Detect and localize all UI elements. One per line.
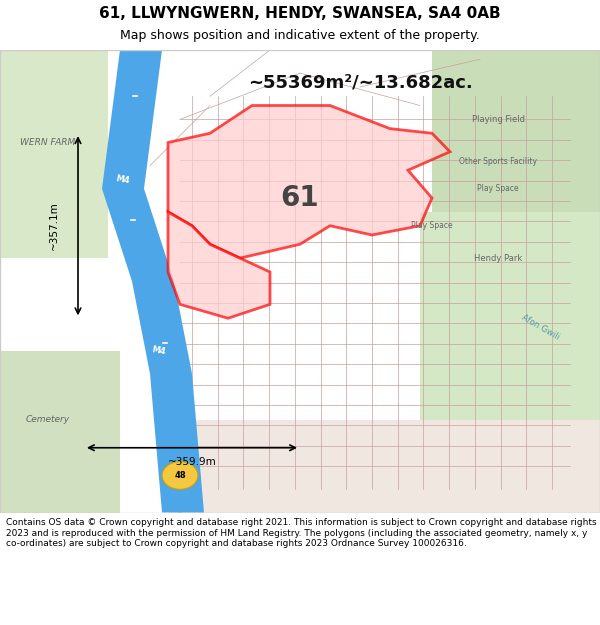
Text: M4: M4 bbox=[115, 174, 131, 185]
Polygon shape bbox=[102, 50, 204, 512]
Text: ~359.9m: ~359.9m bbox=[167, 457, 217, 467]
Text: Playing Field: Playing Field bbox=[472, 115, 524, 124]
Polygon shape bbox=[0, 50, 108, 258]
Text: ~55369m²/~13.682ac.: ~55369m²/~13.682ac. bbox=[248, 73, 472, 91]
Polygon shape bbox=[0, 351, 120, 512]
Text: Other Sports Facility: Other Sports Facility bbox=[459, 156, 537, 166]
Polygon shape bbox=[168, 106, 450, 258]
Text: 61: 61 bbox=[281, 184, 319, 212]
Text: WERN FARM: WERN FARM bbox=[20, 138, 76, 147]
Text: Cemetery: Cemetery bbox=[26, 416, 70, 424]
Text: Afon Gwili: Afon Gwili bbox=[520, 313, 560, 342]
Text: Map shows position and indicative extent of the property.: Map shows position and indicative extent… bbox=[120, 29, 480, 42]
Text: 48: 48 bbox=[174, 471, 186, 480]
Text: Contains OS data © Crown copyright and database right 2021. This information is : Contains OS data © Crown copyright and d… bbox=[6, 518, 596, 548]
Polygon shape bbox=[420, 212, 600, 420]
Text: Play Space: Play Space bbox=[477, 184, 519, 193]
Text: 61, LLWYNGWERN, HENDY, SWANSEA, SA4 0AB: 61, LLWYNGWERN, HENDY, SWANSEA, SA4 0AB bbox=[99, 6, 501, 21]
Text: M4: M4 bbox=[151, 345, 167, 356]
Text: Play Space: Play Space bbox=[411, 221, 453, 230]
Text: ~357.1m: ~357.1m bbox=[49, 201, 59, 250]
Circle shape bbox=[162, 462, 198, 489]
Polygon shape bbox=[168, 212, 270, 318]
Text: Hendy Park: Hendy Park bbox=[474, 254, 522, 262]
Polygon shape bbox=[432, 50, 600, 212]
Polygon shape bbox=[168, 420, 600, 512]
